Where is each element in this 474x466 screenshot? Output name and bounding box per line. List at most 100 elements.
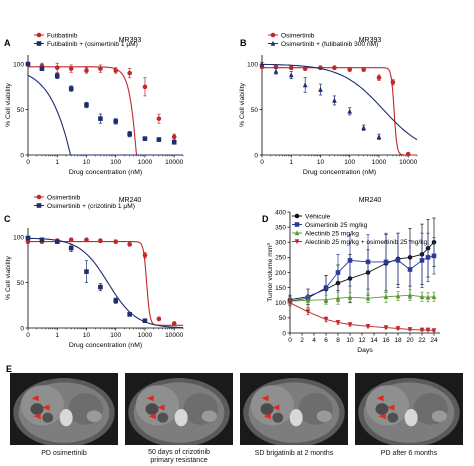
fit-curve-c-0 [28, 241, 183, 326]
legend-marker-b [270, 40, 276, 46]
ct-scan-picture [125, 373, 233, 445]
ct-caption-4-line-1: PD after 6 months [380, 450, 438, 457]
fit-curve-a-1 [27, 74, 183, 156]
data-point-c-0 [84, 237, 89, 243]
legend-marker-d [294, 239, 300, 245]
x-tick-label-b: 10 [317, 159, 325, 166]
red-arrow-icon [33, 413, 41, 420]
data-point-a-1 [142, 136, 148, 141]
data-point-d-2 [365, 295, 371, 301]
y-tick-label-c: 100 [13, 234, 24, 241]
x-tick-label-a: 1000 [138, 159, 153, 166]
data-point-d-1 [323, 285, 329, 290]
ct-scan-shape [20, 385, 64, 426]
data-point-b-1 [376, 134, 382, 140]
legend-marker-c [36, 194, 42, 200]
x-tick-label-a: 0 [26, 159, 30, 166]
data-point-a-1 [156, 137, 162, 142]
y-tick-label-a: 0 [20, 152, 24, 159]
y-tick-label-d: 200 [275, 270, 286, 277]
data-point-d-2 [407, 292, 413, 298]
data-point-b-1 [332, 97, 337, 103]
chart-title-b: MR393 [359, 37, 382, 44]
data-point-b-1 [318, 86, 323, 92]
data-point-b-0 [302, 66, 308, 71]
data-point-a-1 [113, 119, 119, 124]
x-tick-label-d: 12 [358, 337, 366, 344]
data-point-a-0 [171, 134, 177, 140]
data-point-a-1 [25, 61, 31, 67]
data-point-d-2 [419, 293, 425, 299]
legend-label-d: Osimertinib 25 mg/kg [305, 222, 368, 229]
ct-caption-2: 50 days of crizotinib primary resistance [125, 449, 233, 465]
legend-label-b: Osimertinib [281, 32, 315, 39]
data-point-d-3 [431, 328, 437, 334]
legend-marker-a [36, 32, 42, 38]
ct-scan-shape [250, 385, 294, 426]
data-point-a-0 [156, 116, 162, 121]
x-tick-label-c: 10000 [165, 332, 183, 339]
data-point-a-0 [127, 70, 132, 76]
data-point-d-2 [347, 294, 353, 300]
data-point-a-1 [39, 66, 45, 71]
data-point-a-1 [84, 102, 89, 108]
data-point-a-1 [98, 116, 103, 121]
y-tick-label-a: 50 [17, 107, 25, 114]
data-point-b-1 [259, 61, 265, 67]
x-tick-label-d: 24 [430, 337, 438, 344]
data-point-d-1 [425, 255, 431, 260]
legend-item-d-0: Véhicule [292, 213, 331, 220]
data-point-a-0 [54, 65, 60, 71]
red-arrow-icon [261, 395, 269, 402]
x-tick-label-d: 20 [406, 337, 414, 344]
series-line-d-1 [289, 255, 435, 302]
series-line-d-0 [289, 241, 435, 301]
x-tick-label-d: 0 [288, 337, 292, 344]
data-point-d-2 [323, 296, 329, 303]
x-tick-label-b: 100 [344, 159, 355, 166]
panel-letter-e: E [6, 364, 13, 374]
legend-item-c-0: Osimertinib [34, 194, 81, 201]
x-tick-label-d: 6 [324, 337, 328, 344]
legend-label-b: Osimertinib + (futibatinib 300 nM) [281, 41, 378, 48]
legend-label-a: Futibatinib + (osimertinib 1 μM) [47, 41, 138, 48]
data-point-d-3 [305, 309, 311, 315]
data-point-d-1 [407, 267, 413, 272]
fit-curve-b-0 [262, 67, 417, 156]
legend-marker-d [294, 213, 300, 219]
ct-scan-3 [240, 373, 348, 445]
ct-scan-picture [10, 373, 118, 445]
data-point-d-2 [335, 295, 341, 301]
legend-item-a-0: Futibatinib [34, 32, 78, 39]
chart-title-d: MR240 [359, 197, 382, 204]
y-tick-label-d: 100 [275, 300, 286, 307]
series-a-1 [25, 61, 183, 156]
data-point-b-0 [347, 67, 353, 72]
ct-scan-shape [289, 409, 303, 427]
chart-title-a: MR393 [119, 37, 142, 44]
data-point-a-0 [68, 66, 74, 71]
data-point-c-0 [68, 237, 74, 243]
ct-scan-picture [240, 373, 348, 445]
x-tick-label-a: 10 [83, 159, 91, 166]
legend-marker-a [36, 41, 42, 46]
x-tick-label-c: 1 [55, 332, 59, 339]
data-point-c-1 [98, 284, 103, 290]
panel-letter-a: A [4, 38, 11, 48]
data-point-c-0 [142, 252, 148, 258]
ct-scan-shape [316, 410, 332, 422]
red-arrow-icon [376, 395, 384, 402]
ct-scan-shape [375, 403, 389, 415]
x-tick-label-d: 8 [336, 337, 340, 344]
ct-scan-shape [42, 412, 54, 423]
x-tick-label-c: 0 [26, 332, 30, 339]
data-point-c-1 [68, 245, 74, 251]
fit-curve-b-1 [262, 63, 418, 141]
data-point-d-3 [419, 327, 425, 333]
x-tick-label-b: 0 [260, 159, 264, 166]
ct-caption-3: SD brigatinib at 2 months [240, 450, 348, 458]
